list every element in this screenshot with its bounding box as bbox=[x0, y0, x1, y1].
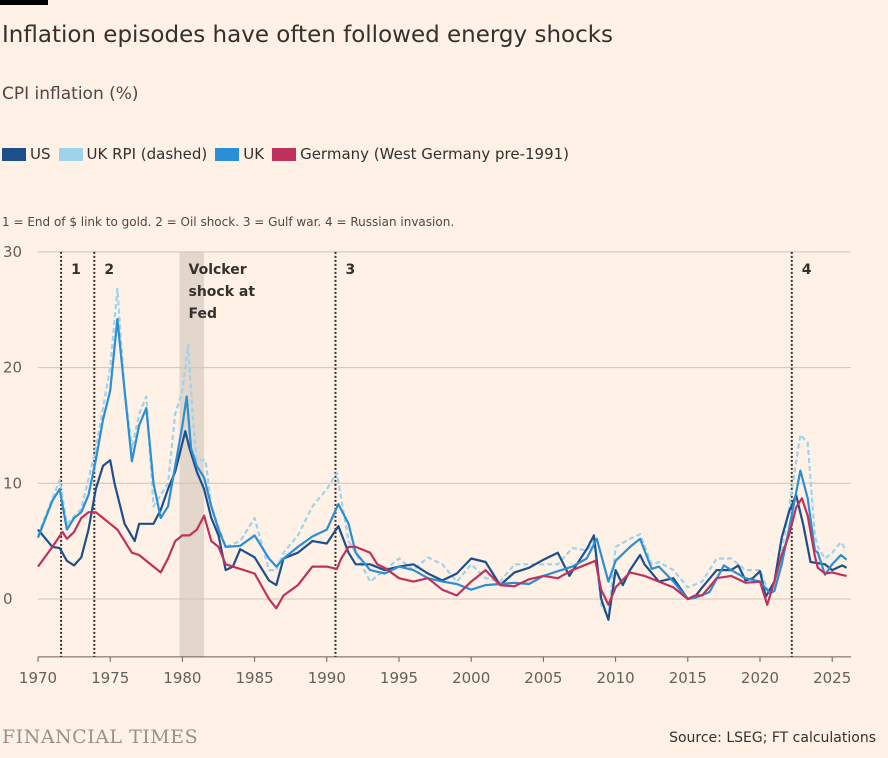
source-note: Source: LSEG; FT calculations bbox=[669, 730, 876, 746]
x-tick-label: 1990 bbox=[308, 669, 346, 687]
legend: US UK RPI (dashed) UK Germany (West Germany… bbox=[2, 145, 569, 163]
chart-note: 1 = End of $ link to gold. 2 = Oil shock… bbox=[2, 215, 455, 229]
x-tick-label: 2005 bbox=[524, 669, 562, 687]
ft-logo: FINANCIAL TIMES bbox=[2, 726, 199, 748]
legend-item: UK RPI (dashed) bbox=[58, 145, 208, 163]
x-tick-label: 1970 bbox=[19, 669, 57, 687]
x-tick-label: 2020 bbox=[741, 669, 779, 687]
x-tick-label: 1995 bbox=[380, 669, 418, 687]
volcker-label: Volcker bbox=[189, 262, 247, 278]
series-line-2 bbox=[36, 317, 848, 601]
legend-item: US bbox=[2, 145, 51, 163]
x-tick-label: 2025 bbox=[813, 669, 851, 687]
series-line-3 bbox=[37, 497, 847, 610]
legend-label: UK bbox=[243, 145, 265, 163]
y-tick-label: 30 bbox=[3, 243, 22, 261]
legend-swatch bbox=[215, 147, 240, 161]
x-tick-label: 1985 bbox=[236, 669, 274, 687]
x-tick-label: 1975 bbox=[91, 669, 129, 687]
event-label-3: 3 bbox=[345, 262, 355, 278]
legend-swatch bbox=[2, 147, 26, 161]
chart-subtitle: CPI inflation (%) bbox=[2, 84, 139, 104]
chart-title: Inflation episodes have often followed e… bbox=[2, 22, 614, 48]
series-line-1 bbox=[36, 287, 848, 619]
brand-bar bbox=[0, 0, 48, 5]
y-tick-label: 0 bbox=[3, 590, 13, 608]
legend-label: UK RPI (dashed) bbox=[86, 145, 208, 163]
volcker-label: shock at bbox=[189, 284, 256, 300]
x-tick-label: 2015 bbox=[669, 669, 707, 687]
legend-item: Germany (West Germany pre-1991) bbox=[272, 145, 569, 163]
series-line-0 bbox=[37, 430, 848, 621]
legend-swatch bbox=[58, 147, 83, 161]
x-tick-label: 1980 bbox=[163, 669, 201, 687]
event-label-1: 1 bbox=[71, 262, 81, 278]
legend-label: Germany (West Germany pre-1991) bbox=[300, 145, 570, 163]
y-tick-label: 20 bbox=[3, 359, 22, 377]
x-tick-label: 2010 bbox=[597, 669, 635, 687]
legend-label: US bbox=[30, 145, 51, 163]
event-label-4: 4 bbox=[802, 262, 812, 278]
x-tick-label: 2000 bbox=[452, 669, 490, 687]
event-label-2: 2 bbox=[104, 262, 114, 278]
legend-item: UK bbox=[215, 145, 264, 163]
legend-swatch bbox=[272, 147, 297, 161]
volcker-label: Fed bbox=[189, 306, 218, 322]
y-tick-label: 10 bbox=[3, 474, 22, 492]
